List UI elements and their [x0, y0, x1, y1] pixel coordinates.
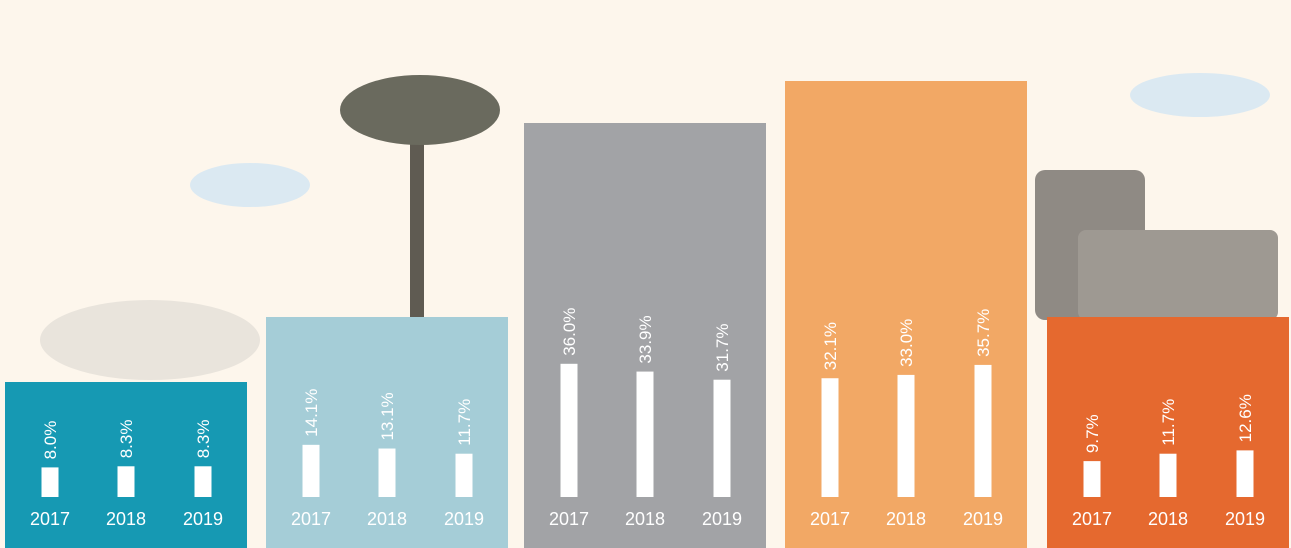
- value-label: 32.1%: [821, 322, 840, 370]
- bar: [637, 372, 654, 497]
- x-tick-label: 2018: [625, 509, 665, 529]
- value-label: 12.6%: [1236, 394, 1255, 442]
- bar: [379, 449, 396, 497]
- bar: [456, 454, 473, 497]
- suitcase: [1078, 230, 1278, 320]
- value-label: 8.3%: [194, 420, 213, 459]
- cloud: [1130, 73, 1270, 117]
- value-label: 36.0%: [560, 308, 579, 356]
- bar: [195, 466, 212, 497]
- bar: [822, 378, 839, 497]
- x-tick-label: 2018: [367, 509, 407, 529]
- bar: [42, 467, 59, 497]
- x-tick-label: 2017: [30, 509, 70, 529]
- value-label: 35.7%: [974, 309, 993, 357]
- x-tick-label: 2017: [291, 509, 331, 529]
- value-label: 9.7%: [1083, 414, 1102, 453]
- x-tick-label: 2018: [886, 509, 926, 529]
- bar: [561, 364, 578, 497]
- bar: [898, 375, 915, 497]
- palm-leaves: [340, 75, 500, 145]
- value-label: 8.3%: [117, 420, 136, 459]
- x-tick-label: 2019: [444, 509, 484, 529]
- bar: [975, 365, 992, 497]
- value-label: 31.7%: [713, 324, 732, 372]
- x-tick-label: 2018: [106, 509, 146, 529]
- value-label: 33.9%: [636, 315, 655, 363]
- x-tick-label: 2019: [183, 509, 223, 529]
- x-tick-label: 2018: [1148, 509, 1188, 529]
- cloud: [190, 163, 310, 207]
- value-label: 33.0%: [897, 319, 916, 367]
- palm-trunk: [410, 130, 424, 320]
- x-tick-label: 2019: [963, 509, 1003, 529]
- x-tick-label: 2019: [1225, 509, 1265, 529]
- x-tick-label: 2019: [702, 509, 742, 529]
- x-tick-label: 2017: [549, 509, 589, 529]
- value-label: 13.1%: [378, 392, 397, 440]
- bar: [714, 380, 731, 497]
- x-tick-label: 2017: [1072, 509, 1112, 529]
- bar: [1160, 454, 1177, 497]
- infographic: 8.0% 2017 8.3% 2018 8.3% 2019 14.1% 2017 13.1% 20…: [0, 0, 1291, 548]
- value-label: 11.7%: [1159, 399, 1178, 446]
- x-tick-label: 2017: [810, 509, 850, 529]
- table: [40, 300, 260, 380]
- value-label: 8.0%: [41, 421, 60, 460]
- bar: [303, 445, 320, 497]
- value-label: 14.1%: [302, 389, 321, 437]
- bar: [1084, 461, 1101, 497]
- bar: [118, 466, 135, 497]
- bar: [1237, 450, 1254, 497]
- value-label: 11.7%: [455, 399, 474, 446]
